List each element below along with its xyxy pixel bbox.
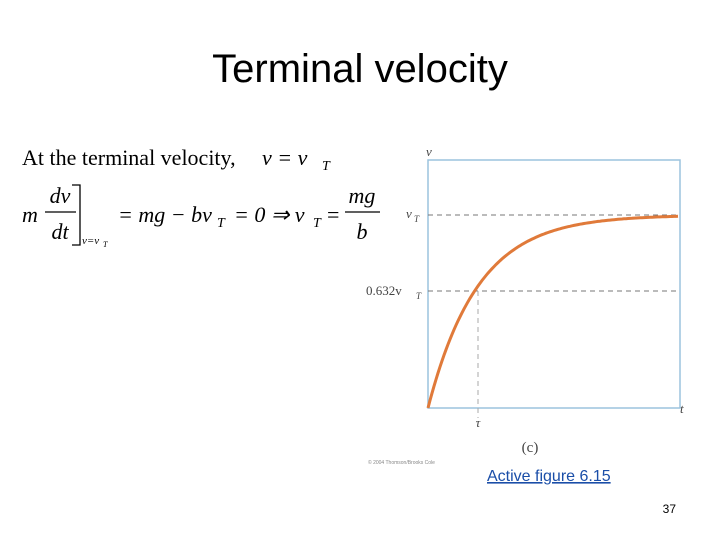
result-sub: T	[313, 216, 322, 231]
rhs-num: mg	[349, 183, 376, 208]
figure: v v T 0.632v T τ t (c) © 2004 Thomson/Br…	[366, 144, 684, 466]
rhs-den: b	[357, 219, 368, 244]
page-number: 37	[663, 502, 677, 516]
condition-sub: T	[322, 159, 331, 174]
plot-frame	[427, 159, 681, 409]
middle-rest: = 0 ⇒ v	[234, 202, 305, 227]
eval-at-sub: T	[103, 240, 108, 249]
fraction-label-sub: T	[416, 291, 422, 301]
bracket	[72, 184, 81, 246]
fraction-label: 0.632v	[366, 283, 402, 298]
lhs-den: dt	[51, 219, 69, 244]
lhs-m: m	[22, 202, 38, 227]
condition: v = v	[262, 145, 308, 170]
equations: At the terminal velocity, v = v T m dv d…	[22, 145, 380, 249]
lhs-num: dv	[50, 183, 71, 208]
intro: At the terminal velocity,	[22, 145, 236, 170]
credit: © 2004 Thomson/Brooks Cole	[368, 459, 435, 466]
tau-label: τ	[476, 415, 482, 430]
velocity-curve	[426, 214, 679, 409]
active-figure-link[interactable]: Active figure 6.15	[487, 468, 611, 485]
slide-title: Terminal velocity	[212, 47, 508, 91]
result-eq: =	[327, 202, 339, 227]
middle-sub: T	[217, 216, 226, 231]
terminal-label: v	[406, 206, 412, 221]
panel-label: (c)	[522, 440, 539, 456]
x-axis-label: t	[680, 401, 684, 416]
y-axis-label: v	[426, 144, 432, 159]
eval-at: v=v	[82, 235, 99, 247]
terminal-label-sub: T	[414, 214, 420, 224]
link-text[interactable]: Active figure 6.15	[487, 468, 611, 485]
middle: = mg − bv	[118, 202, 212, 227]
